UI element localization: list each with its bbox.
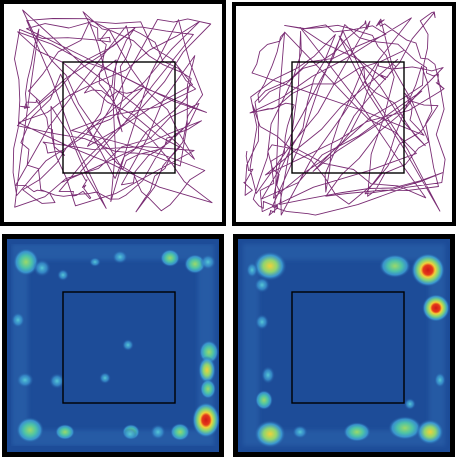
heatmap-hotspot xyxy=(388,416,422,440)
heatmap-hotspot xyxy=(160,249,180,267)
center-zone-square xyxy=(291,291,405,404)
heatmap-hotspot xyxy=(16,372,34,388)
trajectory-panel-left xyxy=(0,0,226,226)
heatmap-hotspot xyxy=(150,424,166,440)
heatmap-hotspot xyxy=(254,420,286,448)
heatmap-hotspot xyxy=(292,425,308,439)
heatmap-hotspot xyxy=(254,277,270,293)
center-zone-square xyxy=(62,291,176,404)
heatmap-hotspot xyxy=(404,398,416,410)
heatmap-hotspot xyxy=(246,262,258,278)
heatmap-hotspot xyxy=(200,379,216,399)
heatmap-hotspot xyxy=(16,417,44,443)
center-zone-square xyxy=(291,61,405,174)
heatmap-hotspot xyxy=(255,314,269,330)
heatmap-hotspot xyxy=(123,428,137,440)
heatmap-hotspot xyxy=(411,253,445,287)
heatmap-hotspot xyxy=(434,372,446,388)
heatmap-hotspot xyxy=(55,424,75,440)
heatmap-hotspot xyxy=(33,259,51,277)
heatmap-hotspot xyxy=(11,312,25,328)
heatmap-hotspot xyxy=(253,251,287,281)
heatmap-hotspots xyxy=(246,251,450,448)
heatmap-hotspot xyxy=(89,257,101,267)
heatmap-hotspot xyxy=(255,390,273,410)
heatmap-hotspot xyxy=(192,402,220,438)
heatmap-hotspot xyxy=(13,248,39,276)
heatmap-hotspot xyxy=(112,250,128,264)
heatmap-hotspot xyxy=(261,366,275,384)
heatmap-hotspot xyxy=(200,254,216,270)
heatmap-hotspot xyxy=(198,356,216,384)
heatmap-hotspot xyxy=(170,423,190,441)
trajectory-panel-right xyxy=(232,2,456,226)
trajectory-line xyxy=(12,9,213,213)
heatmap-hotspot xyxy=(122,339,134,351)
heatmap-panel-right xyxy=(233,234,455,457)
heatmap-panel-left xyxy=(2,234,224,457)
center-zone-square xyxy=(62,61,176,174)
heatmap-hotspot xyxy=(379,254,411,278)
heatmap-hotspots xyxy=(11,248,220,443)
heatmap-hotspot xyxy=(343,422,371,442)
heatmap-hotspot xyxy=(184,254,206,274)
trajectory-path xyxy=(243,11,446,216)
heatmap-hotspot xyxy=(416,419,444,445)
heatmap-hotspot xyxy=(49,373,65,389)
trajectory-path xyxy=(12,9,213,213)
heatmap-hotspot xyxy=(422,294,450,322)
heatmap-hotspot xyxy=(99,372,111,384)
trajectory-line xyxy=(243,11,446,216)
heatmap-hotspot xyxy=(57,269,69,281)
